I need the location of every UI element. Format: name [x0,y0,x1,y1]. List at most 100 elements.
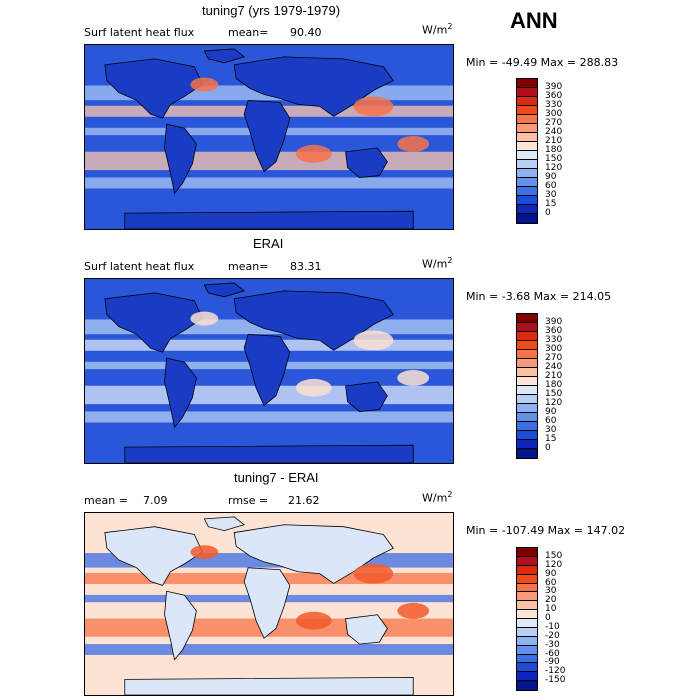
panel3-mean-label: mean = [84,494,128,507]
map-continent [243,333,291,407]
colorbar-tick-label: 240 [545,127,563,137]
colorbar-swatch [517,124,537,133]
colorbar-swatch [517,88,537,97]
colorbar-tick-label: 10 [545,604,557,615]
map-continent [345,381,388,412]
colorbar-swatch [517,663,537,673]
map-feature [190,311,219,326]
colorbar-tick-label: 150 [545,389,563,399]
colorbar-swatch [517,196,537,205]
colorbar-tick-label: 30 [545,190,557,200]
map-continent [233,524,394,584]
colorbar-tick-label: 0 [545,208,551,218]
colorbar-swatch [517,645,537,655]
colorbar-tick-label: -10 [545,621,560,632]
colorbar-tick-label: 180 [545,145,563,155]
map-feature [295,378,332,397]
colorbar-swatch [517,106,537,115]
panel2-title: ERAI [253,236,284,251]
colorbar-tick-label: 330 [545,100,563,110]
map-feature [190,545,219,560]
colorbar-swatch [517,314,537,323]
colorbar-swatch [517,178,537,187]
colorbar-swatch [517,574,537,584]
map-band [85,177,453,189]
panel3-map [84,512,454,696]
colorbar-tick-label: -150 [545,675,566,686]
colorbar-tick-label: 0 [545,443,551,453]
colorbar-tick-label: 300 [545,344,563,354]
colorbar-swatch [517,187,537,196]
map-continent [104,526,203,586]
panel2-range: Min = -3.68 Max = 214.05 [466,290,612,303]
panel3-title: tuning7 - ERAI [234,470,319,485]
colorbar-swatch [517,368,537,377]
colorbar-tick-label: 30 [545,425,557,435]
map-continent [243,99,291,173]
map-feature [353,563,394,584]
colorbar-tick-label: -20 [545,630,560,641]
map-continent [233,56,394,117]
colorbar-tick-label: 30 [545,586,557,597]
colorbar-swatch [517,151,537,160]
colorbar-swatch [517,169,537,178]
season-label: ANN [510,8,558,33]
colorbar-swatch [517,422,537,431]
colorbar-tick-label: 360 [545,326,563,336]
map-feature [397,370,430,386]
colorbar-tick-label: 270 [545,353,563,363]
panel2-mean-label: mean= [228,260,269,273]
colorbar-swatch [517,404,537,413]
panel1-variable-label: Surf latent heat flux [84,26,195,39]
panel2-map-svg [85,279,453,463]
colorbar-tick-label: 15 [545,199,557,209]
colorbar-tick-label: 300 [545,109,563,119]
panel3-rmse-label: rmse = [228,494,269,507]
panel1-colorbar [516,78,538,224]
colorbar-tick-label: 270 [545,118,563,128]
panel1-range: Min = -49.49 Max = 288.83 [466,56,619,69]
map-continent [124,210,414,229]
panel2-mean-value: 83.31 [290,260,322,273]
colorbar-tick-label: 90 [545,172,557,182]
colorbar-tick-label: 60 [545,181,557,191]
panel3-rmse-value: 21.62 [288,494,320,507]
map-continent [203,516,245,532]
colorbar-swatch [517,431,537,440]
colorbar-swatch [517,413,537,422]
colorbar-swatch [517,556,537,566]
colorbar-swatch [517,160,537,169]
panel3-colorbar [516,547,538,691]
map-continent [164,123,197,195]
colorbar-tick-label: -120 [545,666,566,677]
colorbar-tick-label: 360 [545,91,563,101]
map-feature [190,77,219,92]
map-continent [203,48,245,64]
colorbar-swatch [517,350,537,359]
colorbar-tick-label: -60 [545,648,560,659]
panel2-units: W/m2 [422,256,453,271]
colorbar-swatch [517,440,537,449]
panel1-mean-value: 90.40 [290,26,322,39]
map-band [85,644,453,655]
map-continent [124,676,414,695]
colorbar-tick-label: 150 [545,550,563,561]
panel3-range: Min = -107.49 Max = 147.02 [466,524,626,537]
panel3-mean-value: 7.09 [143,494,168,507]
panel1-map-svg [85,45,453,229]
colorbar-swatch [517,636,537,646]
colorbar-swatch [517,672,537,682]
map-feature [295,144,332,163]
colorbar-swatch [517,133,537,142]
colorbar-swatch [517,142,537,151]
colorbar-swatch [517,214,537,223]
colorbar-swatch [517,79,537,88]
colorbar-tick-label: -30 [545,639,560,650]
colorbar-swatch [517,583,537,593]
colorbar-tick-label: 330 [545,335,563,345]
colorbar-tick-label: 210 [545,136,563,146]
colorbar-swatch [517,681,537,690]
colorbar-swatch [517,395,537,404]
colorbar-tick-label: 390 [545,82,563,92]
panel2-variable-label: Surf latent heat flux [84,260,195,273]
